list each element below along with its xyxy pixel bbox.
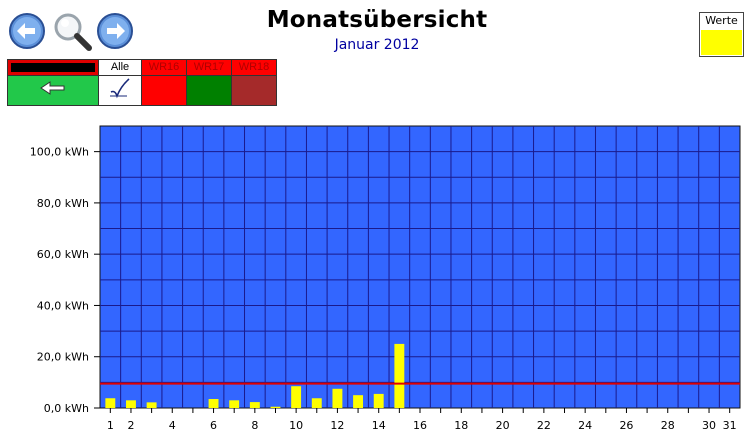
y-tick-label: 20,0 kWh: [37, 351, 89, 364]
x-tick-label: 31: [723, 419, 737, 432]
inverter-tab-wr16[interactable]: WR16: [141, 59, 187, 76]
x-tick-label: 16: [413, 419, 427, 432]
plot-area: [99, 125, 741, 409]
arrow-left-icon: [9, 13, 45, 49]
inverter-selector: Alle WR16 WR17 WR18: [7, 59, 277, 106]
page-title: Monatsübersicht: [266, 7, 488, 33]
x-tick-label: 1: [107, 419, 114, 432]
x-tick-label: 20: [496, 419, 510, 432]
legend-box: Werte: [699, 12, 744, 57]
bar-day-11[interactable]: [311, 398, 322, 408]
y-tick-label: 100,0 kWh: [30, 146, 89, 159]
bar-day-7[interactable]: [229, 400, 240, 408]
bar-day-2[interactable]: [126, 400, 136, 408]
bar-day-1[interactable]: [105, 398, 116, 408]
system-name-cell: [7, 59, 99, 76]
return-button[interactable]: [7, 75, 99, 106]
redacted-bar: [11, 63, 95, 72]
legend-swatch: [701, 30, 742, 55]
magnifier-icon: [54, 13, 92, 51]
legend-label: Werte: [705, 14, 738, 27]
bar-day-12[interactable]: [332, 388, 343, 408]
x-tick-label: 18: [454, 419, 468, 432]
select-all-checkbox[interactable]: [98, 75, 142, 106]
x-tick-label: 6: [210, 419, 217, 432]
arrow-back-icon: [40, 81, 65, 95]
x-tick-label: 2: [127, 419, 134, 432]
page-subtitle: Januar 2012: [334, 37, 420, 53]
bar-day-8[interactable]: [249, 402, 260, 408]
x-tick-label: 4: [169, 419, 176, 432]
x-tick-label: 8: [251, 419, 258, 432]
x-tick-label: 12: [330, 419, 344, 432]
x-tick-label: 14: [372, 419, 386, 432]
x-tick-label: 24: [578, 419, 592, 432]
inverter-tab-wr18[interactable]: WR18: [231, 59, 277, 76]
x-tick-label: 10: [289, 419, 303, 432]
y-tick-label: 40,0 kWh: [37, 299, 89, 312]
back-button[interactable]: [8, 12, 46, 50]
bar-day-15[interactable]: [394, 343, 405, 408]
inverter-color-wr17[interactable]: [186, 75, 232, 106]
zoom-button[interactable]: [50, 10, 94, 54]
arrow-right-icon: [97, 13, 133, 49]
forward-button[interactable]: [96, 12, 134, 50]
bar-day-9[interactable]: [270, 406, 281, 408]
y-tick-label: 80,0 kWh: [37, 197, 89, 210]
bar-day-3[interactable]: [146, 402, 157, 408]
x-tick-label: 22: [537, 419, 551, 432]
bar-day-14[interactable]: [373, 393, 384, 408]
bar-day-10[interactable]: [291, 386, 302, 408]
x-tick-label: 28: [661, 419, 675, 432]
bar-day-13[interactable]: [353, 395, 364, 408]
checkmark-icon: [110, 78, 130, 99]
inverter-color-wr18[interactable]: [231, 75, 277, 106]
y-tick-label: 60,0 kWh: [37, 248, 89, 261]
x-tick-label: 30: [702, 419, 716, 432]
x-tick-label: 26: [619, 419, 633, 432]
y-tick-label: 0,0 kWh: [44, 402, 89, 415]
bar-day-6[interactable]: [208, 399, 219, 408]
inverter-color-wr16[interactable]: [141, 75, 187, 106]
